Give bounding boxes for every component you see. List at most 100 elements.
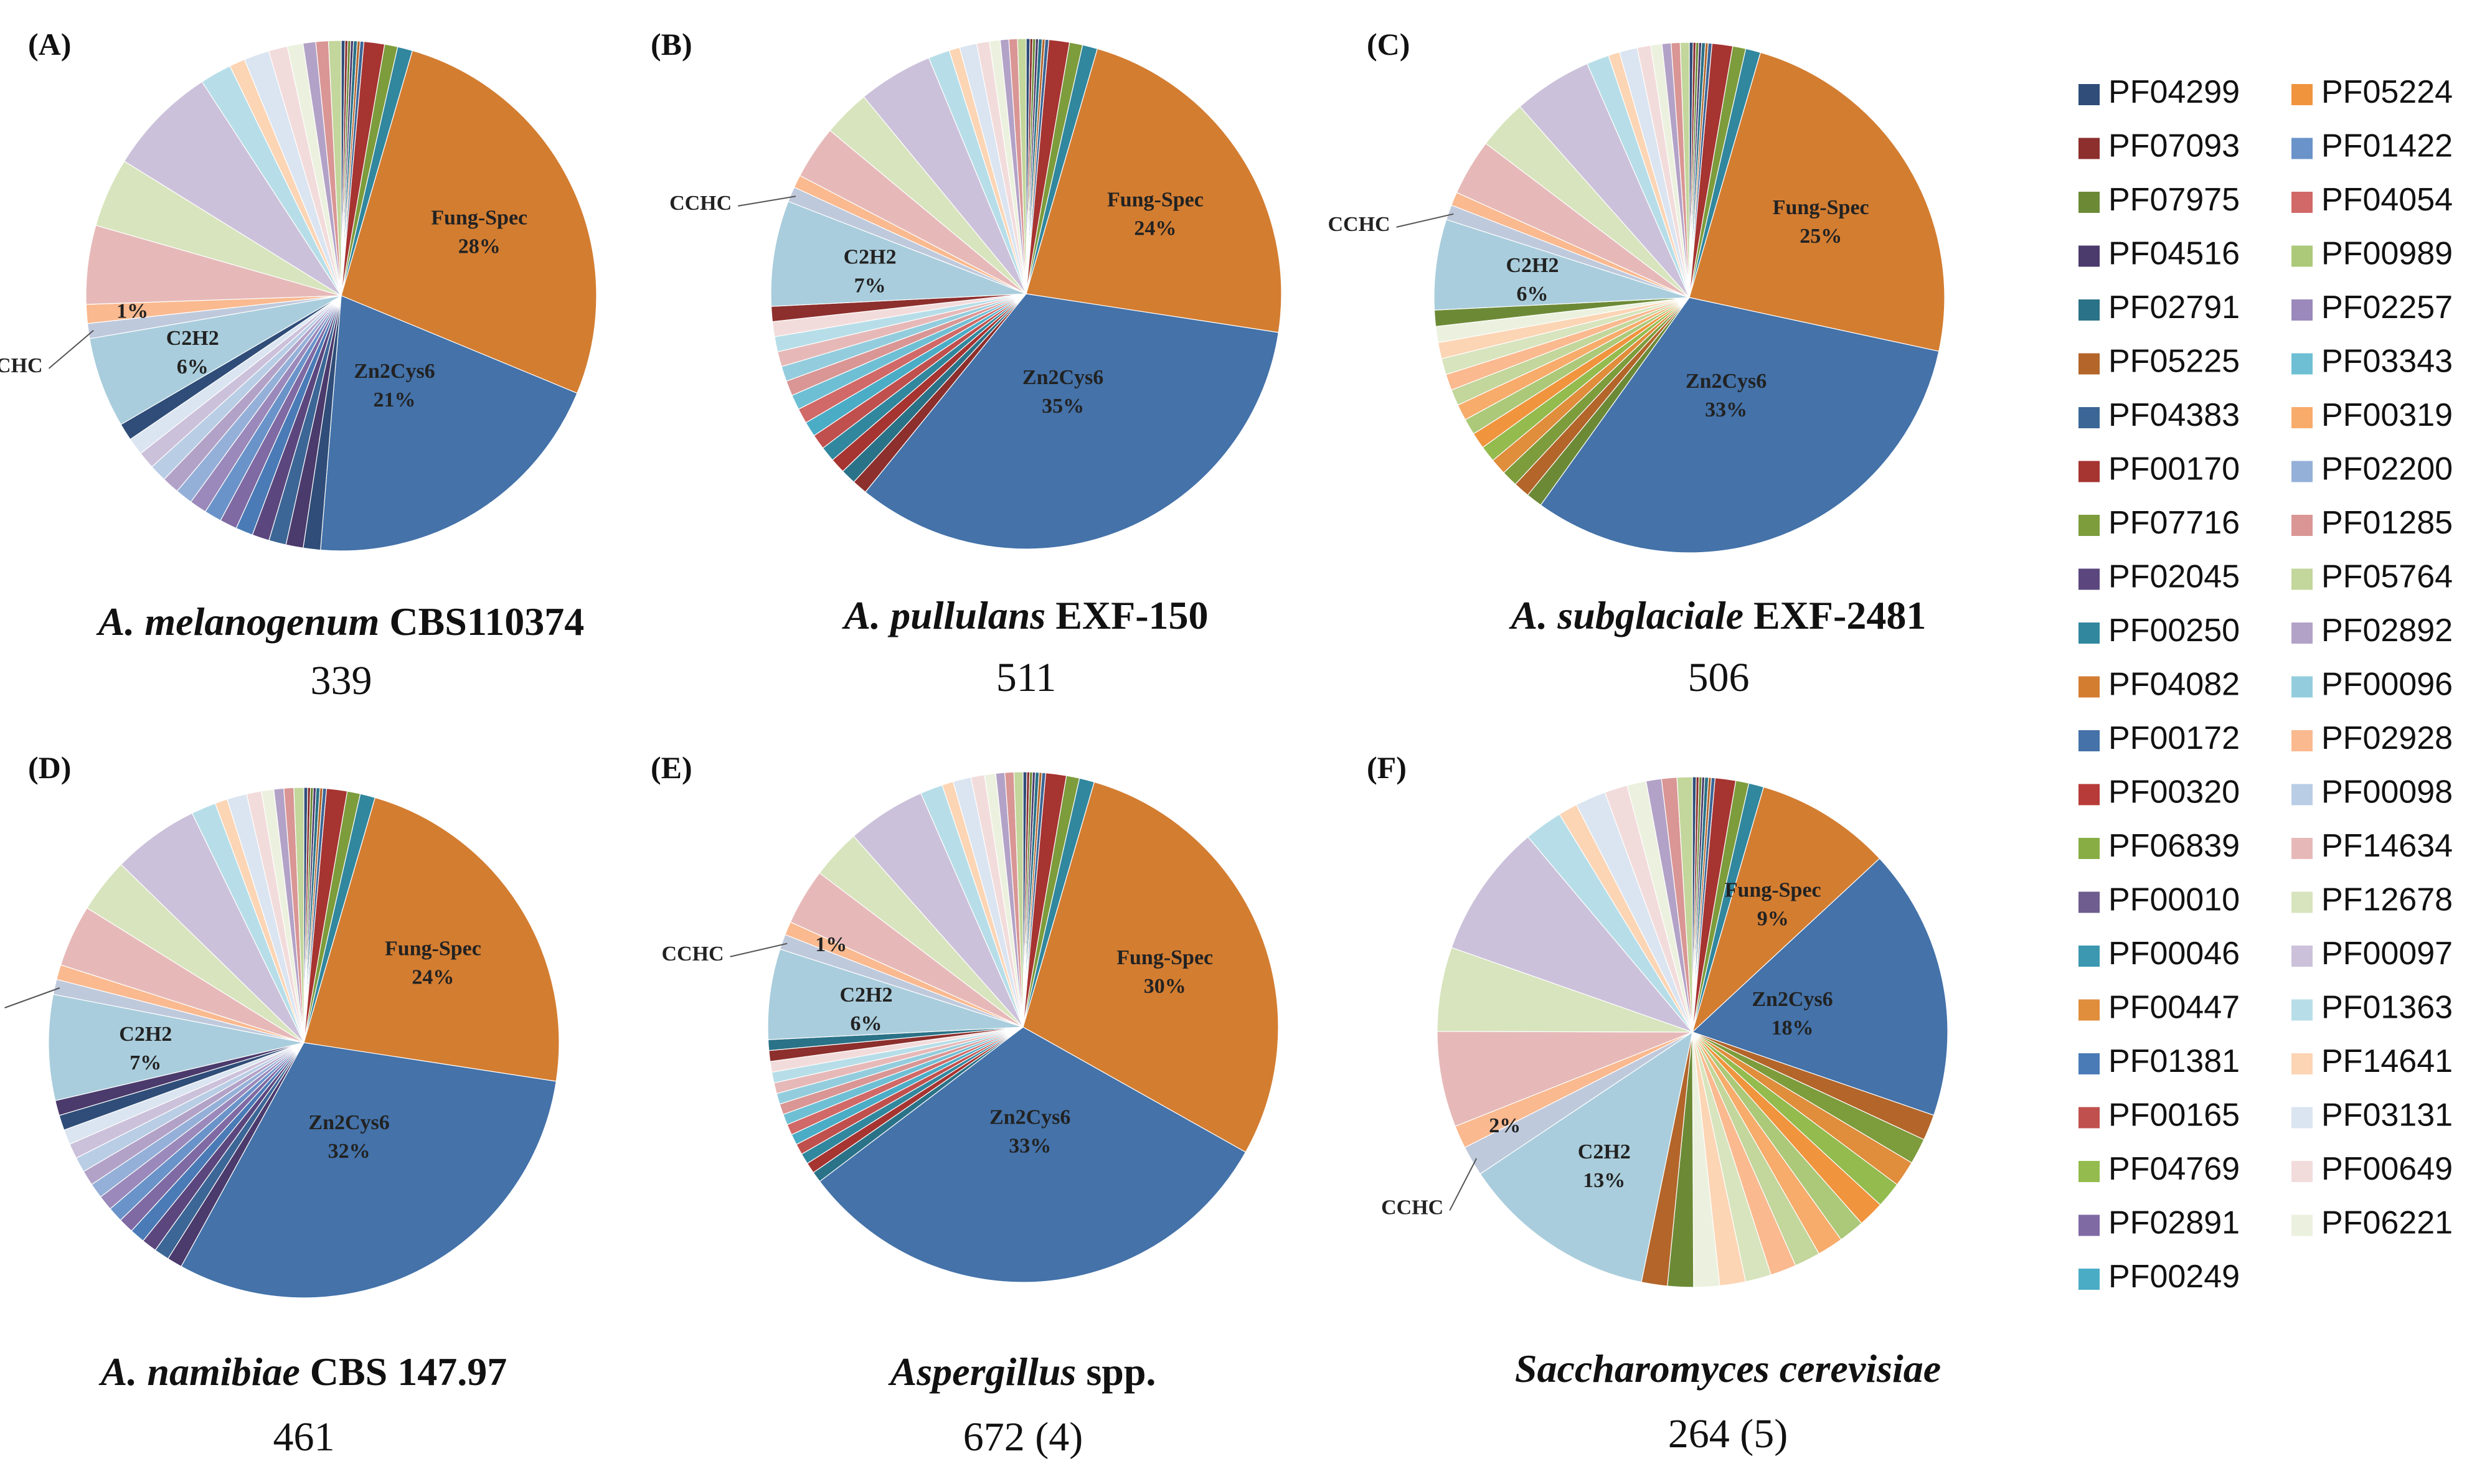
- legend-item: PF04299: [2078, 74, 2240, 110]
- caption-species: A. namibiae: [98, 1350, 300, 1394]
- zn2cys6-label: Zn2Cys6: [989, 1106, 1070, 1129]
- legend-swatch: [2291, 784, 2313, 805]
- legend-swatch: [2078, 622, 2100, 644]
- pie-slice: [1437, 1031, 1693, 1127]
- fung-spec-label: Fung-Spec: [431, 206, 527, 229]
- fung-spec-percent: 24%: [1134, 217, 1176, 240]
- legend-swatch: [2078, 1161, 2100, 1182]
- legend-swatch: [2078, 946, 2100, 967]
- fung-spec-percent: 9%: [1757, 908, 1789, 931]
- c2h2-percent: 6%: [851, 1012, 882, 1035]
- legend-swatch: [2291, 622, 2313, 644]
- zn2cys6-percent: 33%: [1009, 1135, 1051, 1158]
- legend-item: PF00320: [2078, 774, 2240, 810]
- panel-caption: A. subglaciale EXF-2481: [1509, 593, 1927, 637]
- legend-label: PF02928: [2321, 720, 2453, 756]
- panel-caption: A. namibiae CBS 147.97: [98, 1350, 507, 1394]
- pie-slice: [1013, 771, 1024, 1028]
- legend-label: PF07093: [2108, 128, 2240, 164]
- legend-item: PF00989: [2291, 236, 2453, 272]
- legend-item: PF00319: [2291, 397, 2453, 433]
- legend-swatch: [2078, 1053, 2100, 1074]
- legend-swatch: [2291, 84, 2313, 105]
- legend-label: PF01381: [2108, 1043, 2240, 1079]
- zn2cys6-percent: 35%: [1042, 395, 1084, 418]
- cchc-label: CCHC: [661, 942, 724, 965]
- legend-item: PF02891: [2078, 1205, 2240, 1241]
- pie-slice-fung-spec: [1691, 786, 1880, 1033]
- pie-slice-zn2cys6: [1540, 297, 1940, 553]
- pie-slice: [293, 787, 304, 1043]
- legend-swatch: [2078, 1214, 2100, 1236]
- pie-panel-1: (A) Fung-Spec 28% Zn2Cys6 21% C2H2 6% CCHC 1% A. …: [0, 27, 597, 703]
- legend-label: PF05224: [2321, 74, 2453, 110]
- pie-slice-fung-spec: [1026, 48, 1282, 333]
- legend-label: PF14641: [2321, 1043, 2453, 1079]
- c2h2-label: C2H2: [1506, 254, 1559, 277]
- cchc-label: CCHC: [669, 192, 732, 215]
- legend-label: PF04383: [2108, 397, 2240, 433]
- legend-item: PF06839: [2078, 828, 2240, 864]
- legend-label: PF04516: [2108, 236, 2240, 272]
- legend-label: PF00172: [2108, 720, 2240, 756]
- c2h2-label: C2H2: [119, 1023, 172, 1046]
- legend-swatch: [2291, 891, 2313, 913]
- legend-label: PF00319: [2321, 397, 2453, 433]
- legend-label: PF01285: [2321, 505, 2453, 541]
- legend-label: PF00098: [2321, 774, 2453, 810]
- legend-label: PF14634: [2321, 828, 2453, 864]
- panel-count: 511: [996, 655, 1057, 700]
- legend-label: PF00097: [2321, 936, 2453, 972]
- fung-spec-label: Fung-Spec: [1773, 196, 1869, 219]
- panel-count: 264 (5): [1668, 1411, 1788, 1457]
- legend-label: PF02045: [2108, 559, 2240, 595]
- pie-slice: [1679, 42, 1690, 298]
- c2h2-percent: 13%: [1583, 1169, 1625, 1192]
- legend-swatch: [2078, 1107, 2100, 1129]
- legend-label: PF00046: [2108, 936, 2240, 972]
- zn2cys6-percent: 18%: [1772, 1017, 1814, 1040]
- legend-swatch: [2291, 138, 2313, 159]
- pie-slice-zn2cys6: [181, 1042, 557, 1298]
- legend-swatch: [2078, 999, 2100, 1021]
- fung-spec-percent: 25%: [1800, 225, 1842, 248]
- legend-swatch: [2291, 1161, 2313, 1182]
- legend-swatch: [2078, 568, 2100, 590]
- fung-spec-label: Fung-Spec: [1107, 189, 1204, 212]
- pie-slice: [1437, 947, 1693, 1033]
- legend-swatch: [2078, 245, 2100, 267]
- legend-item: PF03343: [2291, 344, 2453, 380]
- legend-swatch: [2078, 192, 2100, 213]
- legend-item: PF03131: [2291, 1097, 2453, 1134]
- caption-species: Saccharomyces cerevisiae: [1515, 1346, 1941, 1391]
- c2h2-percent: 6%: [177, 355, 209, 378]
- legend-item: PF00649: [2291, 1151, 2453, 1187]
- legend-swatch: [2078, 461, 2100, 482]
- legend-item: PF00170: [2078, 451, 2240, 487]
- legend-label: PF04769: [2108, 1151, 2240, 1187]
- panel-count: 672 (4): [963, 1414, 1083, 1460]
- panel-letter: (B): [651, 27, 692, 62]
- c2h2-percent: 6%: [1517, 283, 1549, 306]
- legend-item: PF05764: [2291, 559, 2453, 595]
- fung-spec-label: Fung-Spec: [385, 937, 481, 960]
- legend-swatch: [2291, 730, 2313, 751]
- panel-letter: (D): [28, 750, 71, 785]
- legend-label: PF07975: [2108, 182, 2240, 218]
- caption-species: Aspergillus: [888, 1350, 1077, 1394]
- panel-letter: (A): [28, 27, 71, 62]
- legend-label: PF04054: [2321, 182, 2453, 218]
- panel-letter: (E): [651, 750, 692, 785]
- legend-item: PF05224: [2291, 74, 2453, 110]
- legend-item: PF01285: [2291, 505, 2453, 541]
- zn2cys6-label: Zn2Cys6: [354, 360, 435, 383]
- zn2cys6-percent: 32%: [328, 1140, 370, 1163]
- legend-swatch: [2078, 838, 2100, 859]
- legend-item: PF04054: [2291, 182, 2453, 218]
- panel-caption: A. melanogenum CBS110374: [96, 599, 585, 644]
- pie-panels: (A) Fung-Spec 28% Zn2Cys6 21% C2H2 6% CCHC 1% A. …: [0, 27, 1948, 1460]
- c2h2-percent: 7%: [854, 274, 886, 297]
- legend-item: PF04383: [2078, 397, 2240, 433]
- legend-label: PF02892: [2321, 613, 2453, 649]
- legend-item: PF02892: [2291, 613, 2453, 649]
